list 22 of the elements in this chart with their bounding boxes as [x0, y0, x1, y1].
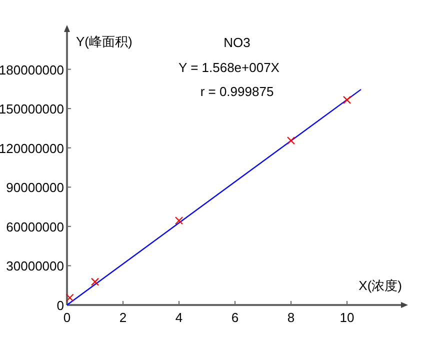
x-tick-label: 6 — [231, 310, 239, 325]
point — [90, 278, 100, 286]
y-tick-label: 150000000 — [0, 102, 64, 117]
annotation: Y = 1.568e+007X — [178, 60, 280, 75]
y-axis-title: Y(峰面积) — [76, 34, 132, 49]
y-tick-label: 120000000 — [0, 140, 64, 156]
annotation: r = 0.999875 — [200, 84, 274, 99]
x-tick-label: 8 — [287, 310, 295, 325]
y-tick-label: 180000000 — [0, 62, 64, 78]
x-axis-title: X(浓度) — [358, 278, 402, 293]
x-tick-label: 10 — [340, 310, 354, 325]
point — [342, 96, 352, 104]
y-tick-label: 30000000 — [6, 258, 64, 274]
point — [174, 216, 184, 225]
chart-title: NO3 — [224, 35, 250, 50]
point — [66, 294, 74, 302]
x-tick-label: 4 — [175, 310, 183, 325]
point — [286, 136, 296, 145]
y-tick-label: 60000000 — [6, 219, 64, 234]
x-tick-label: 2 — [119, 310, 127, 325]
y-tick-label: 0 — [56, 298, 64, 313]
y-tick-label: 90000000 — [6, 180, 64, 196]
